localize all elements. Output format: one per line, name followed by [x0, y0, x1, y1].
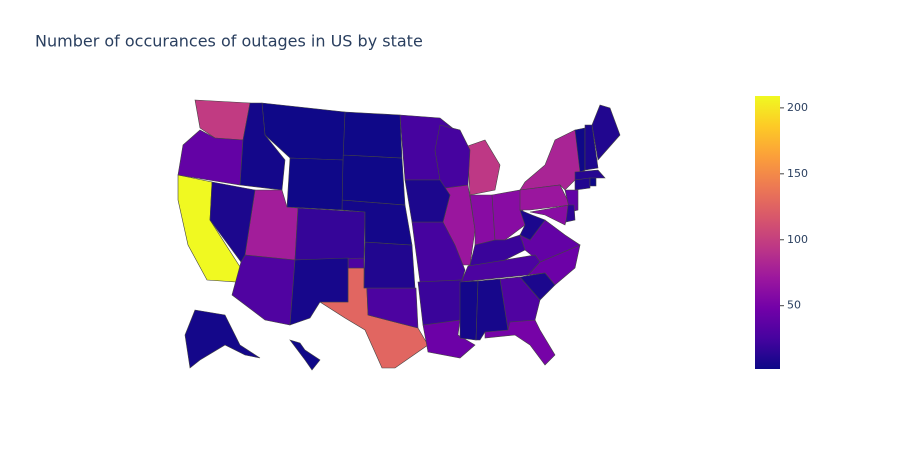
colorbar	[755, 96, 780, 369]
state	[363, 241, 416, 289]
state	[591, 104, 621, 161]
state	[404, 179, 451, 223]
state	[341, 154, 406, 206]
state	[289, 339, 321, 371]
state	[342, 111, 403, 159]
state	[434, 124, 471, 189]
state	[574, 177, 591, 191]
state	[289, 257, 349, 326]
colorbar-tick-label: 50	[787, 299, 801, 312]
state	[231, 254, 296, 326]
state	[565, 204, 576, 223]
colorbar-tick-label: 100	[787, 233, 808, 246]
state	[209, 181, 256, 263]
state	[519, 272, 556, 301]
state	[584, 124, 599, 171]
state	[184, 309, 261, 369]
state	[459, 280, 479, 341]
state	[475, 278, 509, 341]
state	[286, 157, 344, 211]
state	[294, 207, 366, 261]
state	[411, 221, 466, 283]
colorbar-tick-label: 200	[787, 101, 808, 114]
state	[519, 209, 546, 241]
colorbar-tick-label: 150	[787, 167, 808, 180]
state	[519, 184, 571, 211]
state	[529, 204, 571, 226]
state	[491, 189, 526, 241]
state	[564, 189, 579, 213]
state	[239, 102, 286, 191]
chart-title: Number of occurances of outages in US by…	[35, 32, 423, 51]
state	[417, 279, 463, 326]
state	[574, 169, 606, 181]
state	[589, 177, 597, 187]
map	[177, 99, 621, 371]
